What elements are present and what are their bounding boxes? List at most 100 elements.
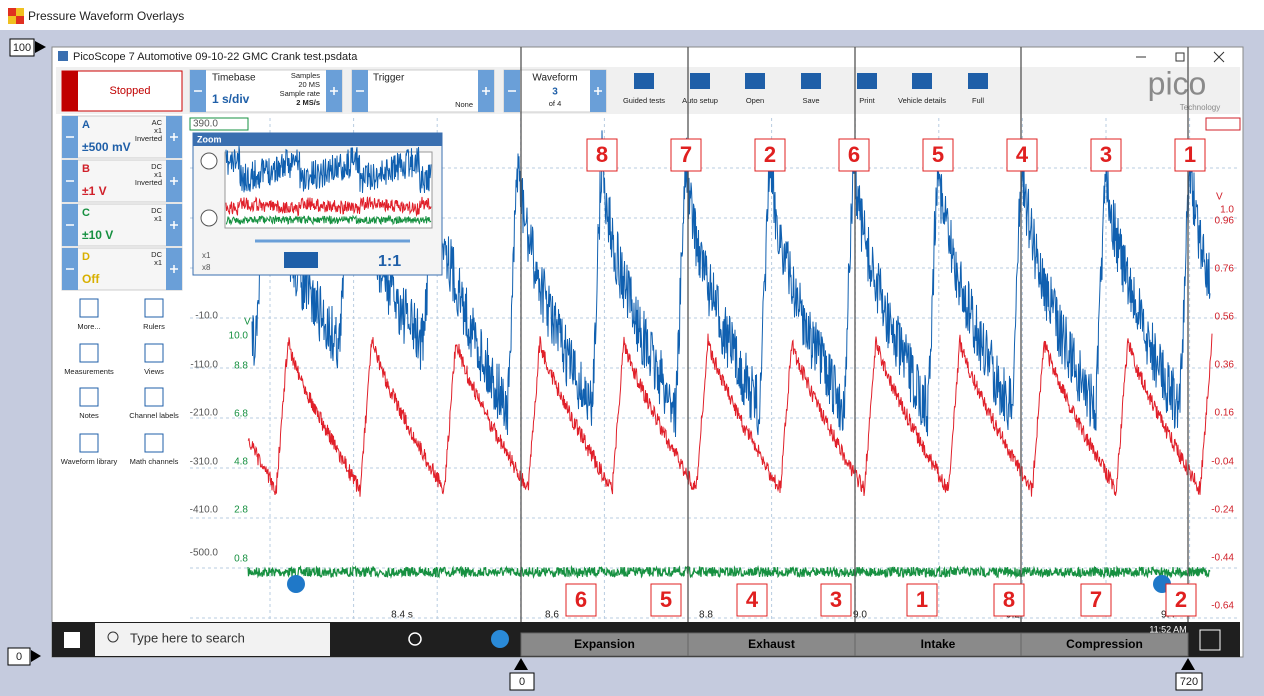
stroke-label: Expansion [574,637,635,651]
marker-label: 100 [13,42,31,54]
tool-icon[interactable] [144,298,164,318]
task-view[interactable] [408,632,422,646]
label: DC [151,162,162,171]
tool-label[interactable]: More... [77,322,100,331]
zoom-in[interactable] [200,152,218,170]
waveform-b [247,333,1213,497]
label: x8 [202,263,211,272]
search-icon [107,631,119,643]
app-icon [8,8,16,16]
axis-b-label: 0.96 [1215,216,1235,227]
tool-icon[interactable] [144,387,164,407]
cylinder-box [993,583,1025,617]
toolbar-label[interactable]: Vehicle details [898,96,946,105]
toolbar-icon[interactable] [634,73,654,89]
channel-range: ±1 V [82,184,107,198]
tool-icon[interactable] [79,433,99,453]
axis-c-label: 4.8 [234,457,248,468]
cylinder-box [1090,138,1122,172]
start-button[interactable] [64,632,80,648]
maximize[interactable] [1175,52,1185,62]
close[interactable] [1213,51,1225,63]
x-label: 8.4 s [391,610,413,621]
cylinder-box [754,138,786,172]
marker-arrow [1181,658,1195,670]
label: Samples [291,71,320,80]
marker-arrow [31,650,41,662]
tool-label[interactable]: Notes [79,411,99,420]
label: x1 [202,251,211,260]
tool-icon[interactable] [79,343,99,363]
notification-button[interactable] [1199,629,1221,651]
toolbar-icon[interactable] [912,73,932,89]
hand-tool[interactable] [284,252,318,268]
channel-range: Off [82,272,100,286]
axis-c-unit: V [244,317,251,328]
axis-c-label: 8.8 [234,361,248,372]
cylinder-box [586,138,618,172]
channel-panel[interactable] [61,159,183,203]
tool-label[interactable]: Channel labels [129,411,179,420]
tool-icon[interactable] [79,387,99,407]
axis-b-label: 0.56 [1215,312,1235,323]
cylinder-box [565,583,597,617]
tool-label[interactable]: Measurements [64,367,114,376]
cylinder-number: 4 [746,587,759,612]
tool-label[interactable]: Waveform library [61,457,118,466]
cylinder-box [670,138,702,172]
channel-name: A [82,119,90,131]
channel-panel[interactable] [61,203,183,247]
cylinder-number: 7 [1090,587,1102,612]
zoom-out[interactable] [200,209,218,227]
axis-a-label: -310.0 [190,457,219,468]
marker-box [9,38,35,57]
tool-label[interactable]: Math channels [130,457,179,466]
label: Inverted [135,178,162,187]
edge-icon[interactable] [491,630,509,648]
channel-panel[interactable] [61,247,183,291]
zoom-ratio[interactable]: 1:1 [378,253,401,270]
tool-label[interactable]: Rulers [143,322,165,331]
toolbar-label[interactable]: Full [972,96,984,105]
axis-a-label: 390.0 [193,119,218,130]
cylinder-box [1080,583,1112,617]
scroll-left[interactable] [287,575,305,593]
zoom-title: Zoom [197,134,222,144]
label: 3 [552,87,558,98]
toolbar-label[interactable]: Save [802,96,819,105]
tool-label[interactable]: Views [144,367,164,376]
zoom-header [193,133,442,146]
toolbar-icon[interactable] [801,73,821,89]
axis-b-unit: V [1216,192,1223,203]
toolbar-icon[interactable] [690,73,710,89]
toolbar-label[interactable]: Print [859,96,875,105]
label: Trigger [373,73,405,84]
marker-label: 0 [519,676,525,688]
search-box[interactable] [95,623,330,656]
label: DC [151,206,162,215]
toolbar-label[interactable]: Guided tests [623,96,665,105]
x-label: 8.8 [699,610,713,621]
cylinder-box [922,138,954,172]
axis-b-label: 0.36 [1215,360,1235,371]
tool-icon[interactable] [144,433,164,453]
axis-a-label: -110.0 [190,360,218,371]
channel-panel[interactable] [61,115,183,159]
toolbar-icon[interactable] [968,73,988,89]
toolbar-label[interactable]: Open [746,96,764,105]
tool-icon[interactable] [144,343,164,363]
cylinder-box [1174,138,1206,172]
clock: 11:52 AM [1149,624,1186,634]
cylinder-number: 8 [1003,587,1015,612]
toolbar-icon[interactable] [857,73,877,89]
cylinder-number: 1 [1184,142,1196,167]
cylinder-number: 7 [680,142,692,167]
axis-b-label: -0.64 [1211,601,1234,612]
label: Timebase [212,73,256,84]
search-placeholder[interactable]: Type here to search [130,630,245,645]
tool-icon[interactable] [79,298,99,318]
label: x1 [154,126,162,135]
label: x1 [154,214,162,223]
toolbar-icon[interactable] [745,73,765,89]
toolbar-label[interactable]: Auto setup [682,96,718,105]
